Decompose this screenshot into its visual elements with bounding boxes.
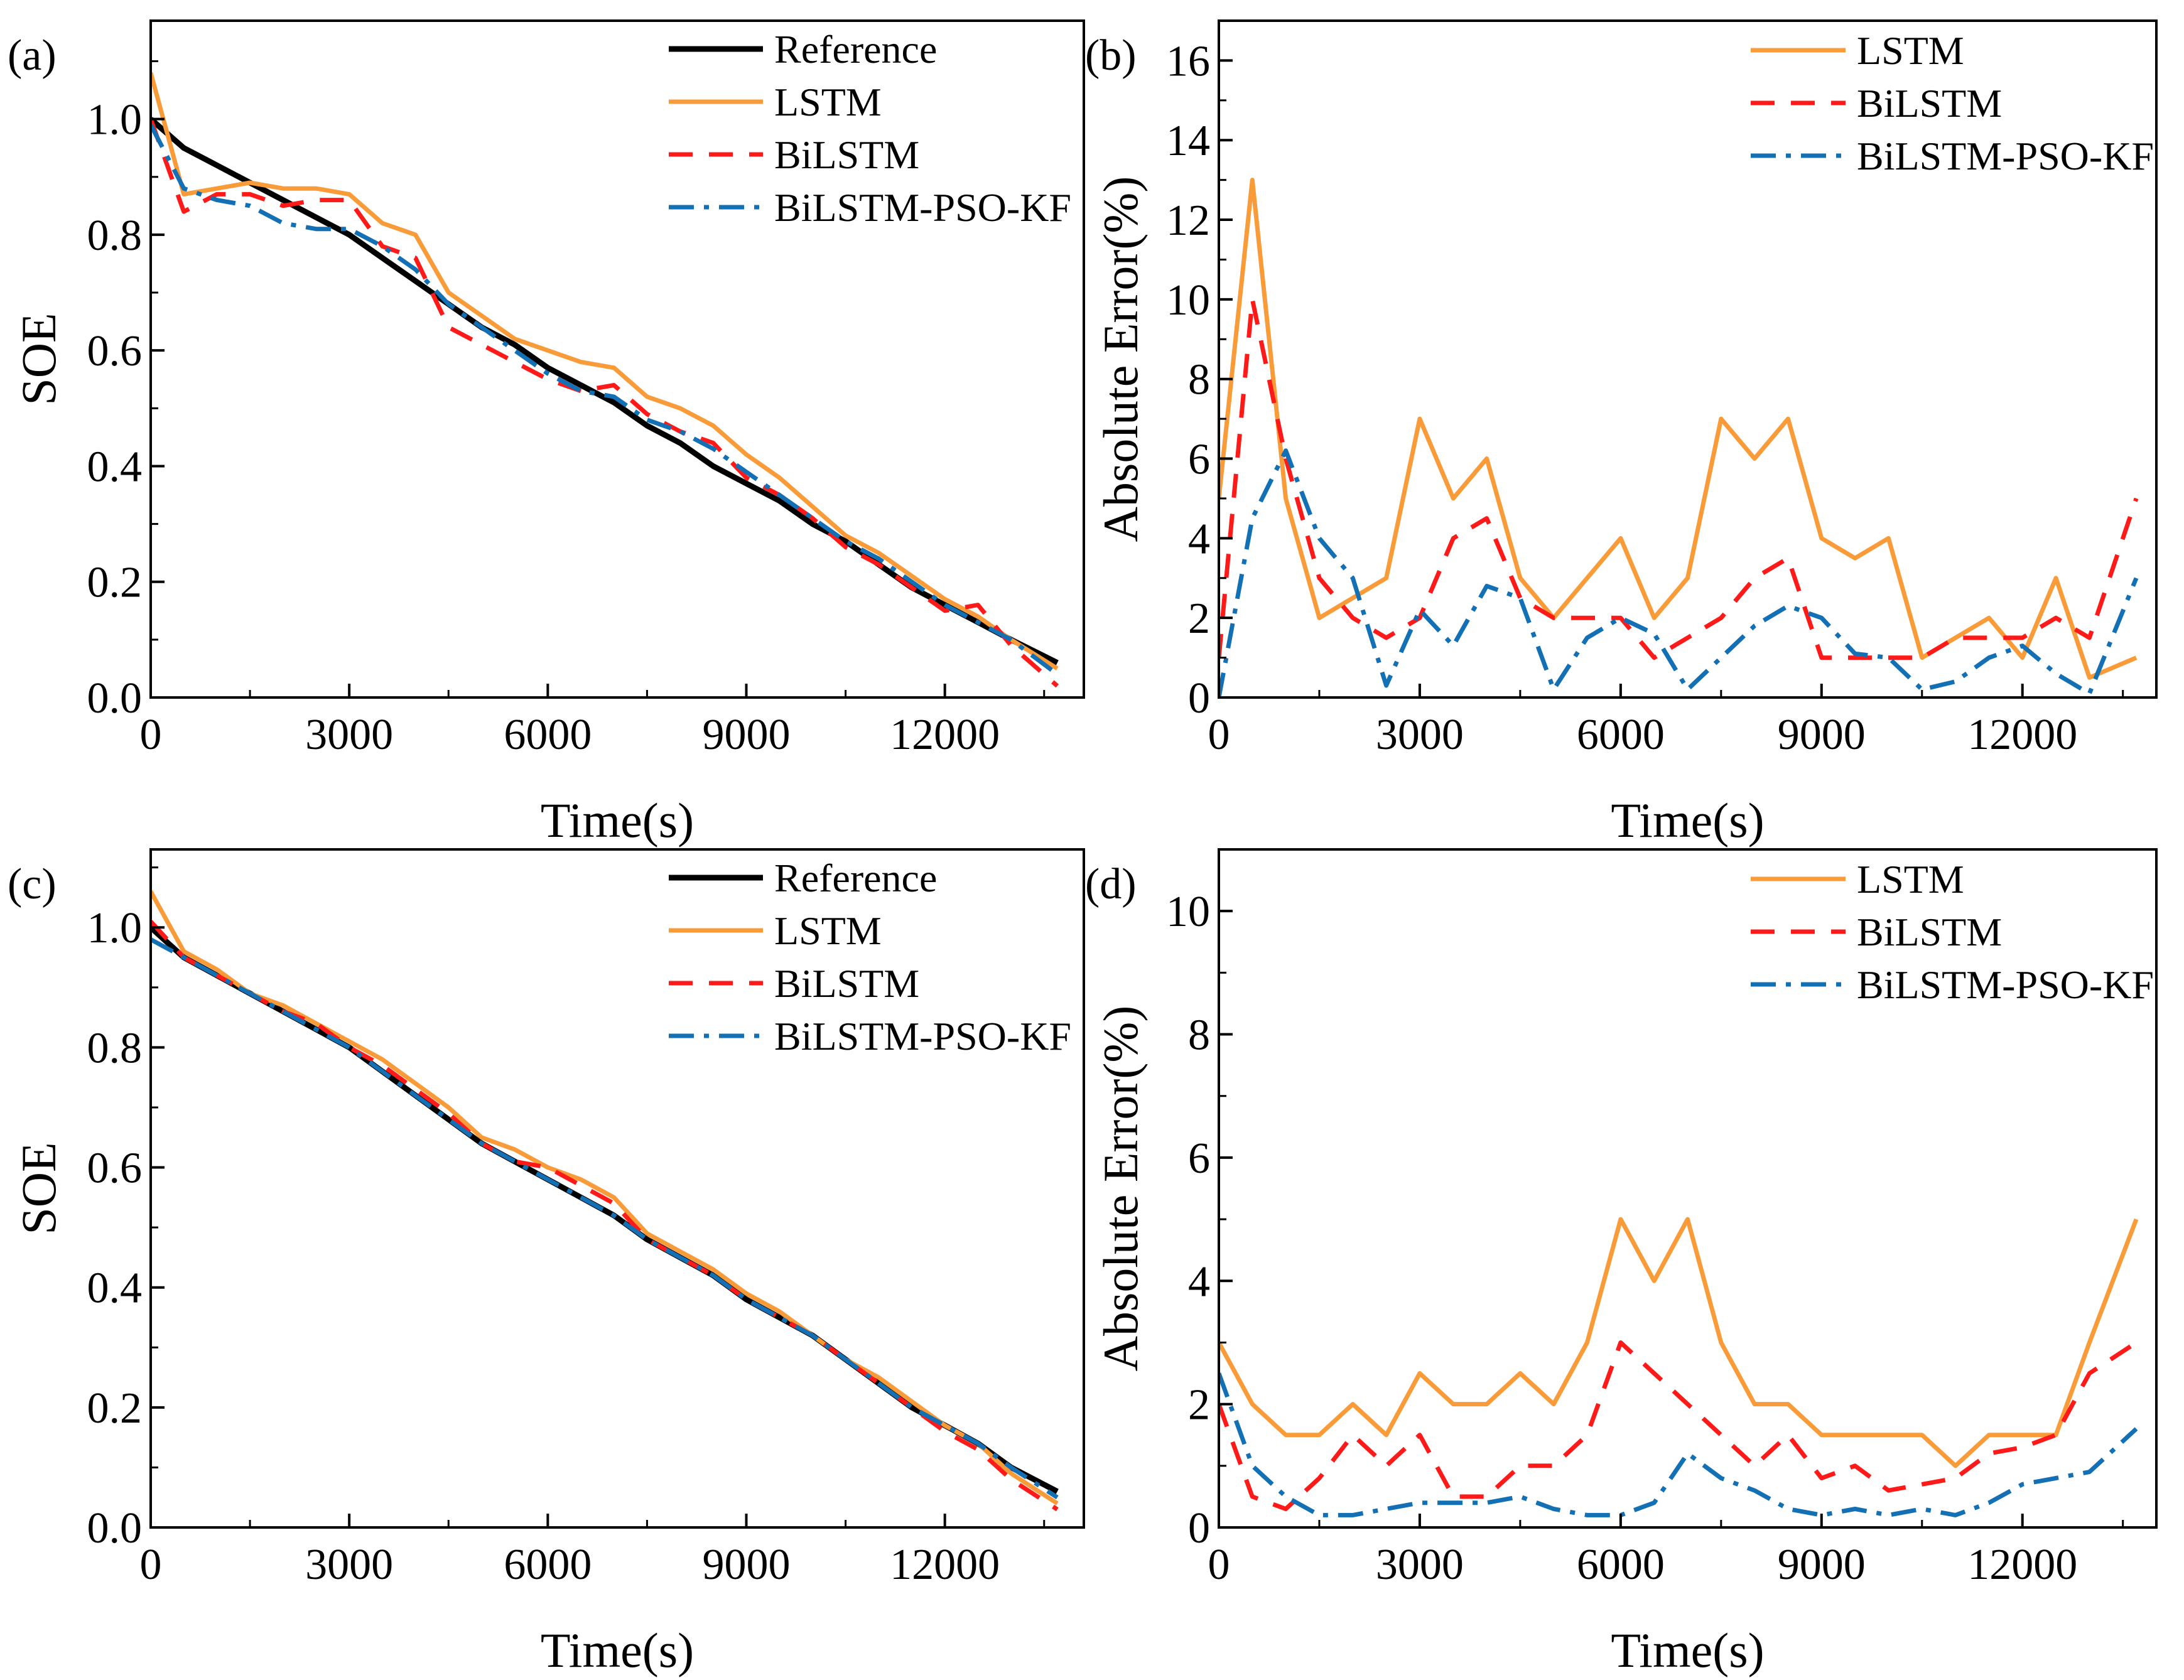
series-line-bilstm [151,118,1059,688]
panel-a: 0 3000 6000 9000 12000 0.0 0.2 0.4 0.6 0.8 1.0 Time… [8,19,1085,848]
series-line-bilstm [1219,1340,2138,1511]
plot-frame [1218,19,2158,699]
x-axis-label: Time(s) [1611,1623,1764,1677]
y-tick-label: 12 [1166,197,1210,245]
y-tick-label: 2 [1188,595,1210,643]
y-tick-label: 4 [1188,1257,1210,1306]
legend-label: BiLSTM-PSO-KF [774,1014,1071,1058]
legend-label: LSTM [774,80,882,124]
y-tick-label: 4 [1188,515,1210,563]
y-tick-label: 0 [1188,1504,1210,1553]
y-tick-label: 0 [1188,674,1210,723]
y-tick-label: 0.0 [87,674,143,723]
panel-b: 0 3000 6000 9000 12000 0 2 4 6 8 10 12 14 16 Time(s) Ab… [1085,19,2158,848]
y-tick-label: 0.6 [87,327,143,375]
x-tick-label: 12000 [890,1541,1000,1589]
plot-frame [149,848,1085,1529]
series-line-bilstm-pso-kf [1219,448,2139,697]
y-tick-label: 0.8 [87,1024,143,1072]
y-tick-label: 14 [1166,117,1210,165]
legend-label: BiLSTM-PSO-KF [1857,962,2154,1007]
y-axis-label: Absolute Error(%) [1093,176,1148,542]
series-line-bilstm-pso-kf [151,937,1059,1500]
legend-label: LSTM [774,908,882,953]
x-tick-label: 3000 [1376,1541,1464,1589]
legend: Reference LSTM BiLSTM BiLSTM-PSO-KF [669,856,1071,1058]
legend-label: BiLSTM [1857,81,2002,126]
y-tick-label: 0.8 [87,212,143,260]
y-tick-label: 0.2 [87,1384,143,1433]
legend-label: BiLSTM-PSO-KF [774,185,1071,230]
y-axis-label: Absolute Error(%) [1093,1006,1148,1372]
series-line-bilstm-pso-kf [151,124,1059,676]
y-tick-label: 0.2 [87,559,143,607]
plot-frame [1218,848,2158,1529]
x-tick-label: 3000 [1376,711,1464,759]
legend-label: BiLSTM-PSO-KF [1857,134,2154,178]
x-tick-label: 9000 [1778,711,1866,759]
y-tick-label: 6 [1188,436,1210,484]
panel-c: 0 3000 6000 9000 12000 0.0 0.2 0.4 0.6 0.8 1.0 Time… [8,848,1085,1677]
panel-label: (a) [8,31,57,80]
y-tick-label: 6 [1188,1134,1210,1183]
series-line-lstm [1219,178,2138,680]
y-tick-label: 0.6 [87,1144,143,1193]
x-tick-label: 0 [140,1541,162,1589]
panel-label: (c) [8,860,57,908]
y-tick-label: 1.0 [87,96,143,144]
panel-label: (b) [1085,31,1137,80]
x-tick-label: 3000 [305,711,393,759]
series-line-reference [151,117,1059,665]
legend-label: Reference [774,27,937,72]
y-tick-label: 0.0 [87,1504,143,1553]
x-axis-label: Time(s) [541,1623,694,1677]
y-tick-label: 1.0 [87,904,143,952]
y-tick-label: 10 [1166,276,1210,325]
legend-label: BiLSTM [774,961,919,1006]
panel-d: 0 3000 6000 9000 12000 0 2 4 6 8 10 Time(s) Absolute… [1085,848,2158,1677]
x-tick-label: 0 [1208,711,1230,759]
x-axis-label: Time(s) [541,793,694,848]
series-line-bilstm [1219,297,2139,660]
y-tick-label: 8 [1188,356,1210,404]
x-tick-label: 12000 [890,711,1000,759]
x-tick-label: 6000 [1577,711,1665,759]
y-axis-label: SOE [11,1142,66,1234]
series-line-bilstm-pso-kf [1219,1372,2138,1517]
legend: LSTM BiLSTM BiLSTM-PSO-KF [1751,857,2154,1007]
x-tick-label: 9000 [1778,1541,1866,1589]
legend-label: LSTM [1857,857,1964,902]
y-tick-label: 16 [1166,37,1210,85]
x-tick-label: 6000 [504,711,592,759]
y-tick-label: 10 [1166,888,1210,936]
x-tick-label: 12000 [1967,711,2077,759]
legend-label: BiLSTM [1857,910,2002,954]
x-axis-label: Time(s) [1611,793,1764,848]
series-line-lstm [1219,1217,2139,1468]
x-tick-label: 0 [1208,1541,1230,1589]
legend: LSTM BiLSTM BiLSTM-PSO-KF [1751,28,2154,178]
legend-label: BiLSTM [774,132,919,177]
legend-label: Reference [774,856,937,900]
legend: Reference LSTM BiLSTM BiLSTM-PSO-KF [669,27,1071,230]
x-tick-label: 9000 [703,1541,791,1589]
panel-label: (d) [1085,860,1137,908]
x-tick-label: 12000 [1967,1541,2077,1589]
y-tick-label: 0.4 [87,1264,143,1313]
plot-frame [149,19,1085,699]
y-axis-label: SOE [11,313,66,405]
series-line-lstm [151,72,1059,670]
series-line-lstm [151,890,1059,1505]
x-tick-label: 6000 [1577,1541,1665,1589]
x-tick-label: 6000 [504,1541,592,1589]
legend-label: LSTM [1857,28,1964,73]
y-tick-label: 0.4 [87,443,143,491]
x-tick-label: 9000 [703,711,791,759]
y-tick-label: 8 [1188,1011,1210,1060]
x-tick-label: 3000 [305,1541,393,1589]
y-tick-label: 2 [1188,1381,1210,1430]
x-tick-label: 0 [140,711,162,759]
